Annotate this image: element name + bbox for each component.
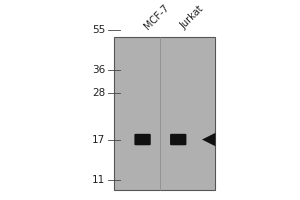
Text: 17: 17 (92, 135, 105, 145)
Bar (114, 37, 215, 190)
FancyBboxPatch shape (134, 134, 151, 145)
Text: 36: 36 (92, 65, 105, 75)
Text: Jurkat: Jurkat (178, 4, 206, 31)
Text: MCF-7: MCF-7 (142, 2, 171, 31)
FancyBboxPatch shape (170, 134, 186, 145)
Text: 28: 28 (92, 88, 105, 98)
Polygon shape (202, 133, 215, 146)
Text: 55: 55 (92, 25, 105, 35)
Text: 11: 11 (92, 175, 105, 185)
